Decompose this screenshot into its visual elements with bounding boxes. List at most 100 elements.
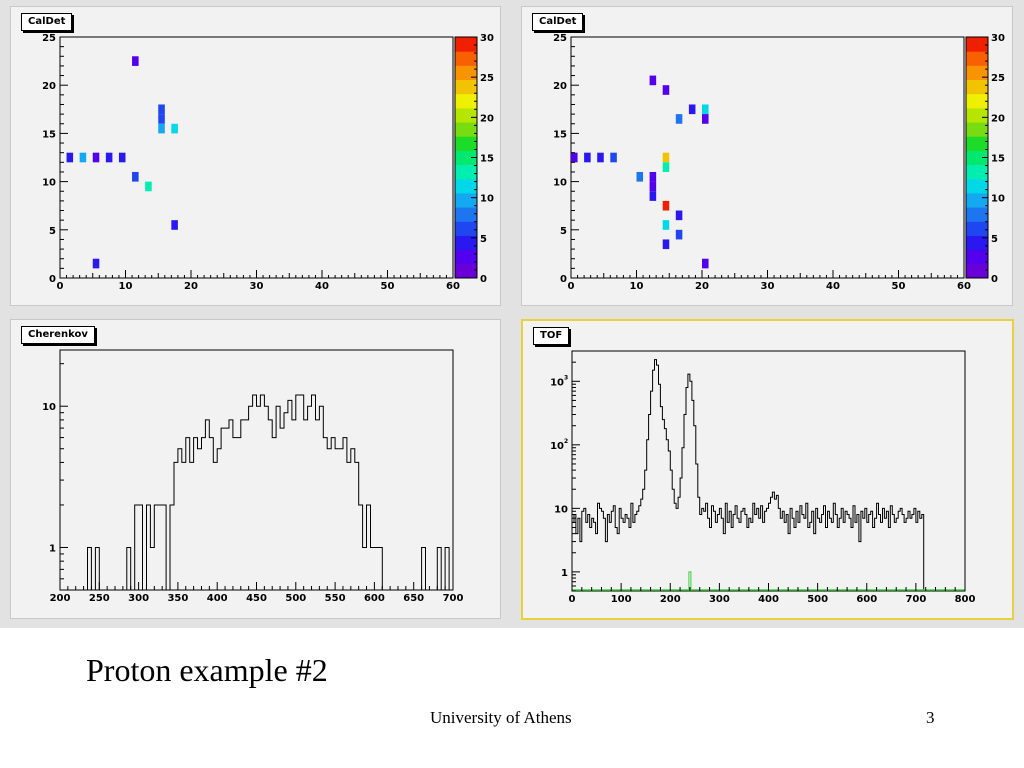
y-tick-label: 10 [42, 402, 56, 413]
y-tick-label: 25 [42, 33, 56, 44]
heatmap-cell [688, 104, 696, 115]
color-scale-segment [966, 51, 988, 66]
x-tick-label: 50 [892, 281, 906, 292]
color-scale-segment [455, 51, 477, 66]
color-scale-label: 25 [480, 73, 494, 84]
color-scale-label: 10 [991, 194, 1005, 205]
heatmap-cell [702, 114, 709, 124]
heatmap-cell [171, 220, 178, 230]
heatmap-cell [92, 152, 100, 163]
pad-title-cherenkov: Cherenkov [21, 326, 95, 344]
y-tick-label: 15 [42, 129, 56, 140]
color-scale-segment [966, 122, 988, 137]
y-tick-label: 10 [550, 441, 564, 452]
caldet-left-plot[interactable]: 0 10 20 30 40 50 60 0 5 10 15 20 25 0 5 10 15 20 25 30 [11, 7, 502, 307]
x-tick-label: 40 [826, 281, 840, 292]
x-tick-label: 650 [403, 593, 424, 604]
heatmap-cell [662, 152, 670, 163]
x-tick-label: 600 [856, 594, 877, 605]
color-scale-segment [455, 107, 477, 123]
heatmap-cell [132, 56, 139, 66]
plot-frame [570, 36, 965, 279]
color-scale-segment [455, 164, 477, 180]
x-tick-label: 300 [128, 593, 149, 604]
page-number: 3 [926, 708, 935, 727]
heatmap-cell [662, 162, 670, 172]
pad-title-caldet-left: CalDet [21, 13, 73, 31]
color-scale-label: 5 [480, 234, 487, 245]
color-scale-segment [966, 136, 988, 151]
color-scale-segment [455, 192, 477, 208]
slide-title: Proton example #2 [86, 652, 328, 688]
caldet-pad-right[interactable]: 0 10 20 30 40 50 60 0 5 10 15 20 25 0 5 10 15 20 25 30 CalD… [521, 6, 1013, 306]
color-scale-segment [966, 79, 988, 95]
color-scale-label: 10 [480, 194, 494, 205]
x-tick-label: 250 [89, 593, 110, 604]
heatmap-cell [662, 200, 670, 211]
tof-pad[interactable]: 0 100 200 300 400 500 600 700 800 1 10 10 2 10 3 TOF [521, 319, 1014, 620]
color-scale-label: 20 [991, 113, 1005, 124]
y-tick-label: 25 [553, 33, 567, 44]
heatmap-cell [675, 114, 683, 124]
x-tick-label: 700 [905, 594, 926, 605]
x-tick-label: 60 [957, 281, 971, 292]
color-scale-segment [455, 235, 477, 251]
caldet-right-plot[interactable]: 0 10 20 30 40 50 60 0 5 10 15 20 25 0 5 10 15 20 25 30 [522, 7, 1014, 307]
y-tick-label: 10 [42, 178, 56, 189]
heatmap-cell [649, 171, 657, 182]
x-tick-label: 500 [285, 593, 306, 604]
x-tick-label: 10 [630, 281, 644, 292]
heatmap-cell [158, 123, 165, 134]
cherenkov-pad[interactable]: 200 250 300 350 400 450 500 550 600 650 700 1 10 Che… [10, 319, 501, 619]
color-scale-segment [966, 263, 988, 279]
color-scale-label: 25 [991, 73, 1005, 84]
heatmap-cell [675, 229, 683, 240]
color-scale-segment [455, 207, 477, 222]
x-tick-label: 700 [443, 593, 464, 604]
x-tick-label: 60 [446, 281, 460, 292]
x-tick-label: 20 [695, 281, 709, 292]
heatmap-cell [158, 104, 165, 115]
tof-green-spike [688, 571, 692, 591]
color-scale-segment [455, 221, 477, 236]
heatmap-cell [132, 171, 139, 182]
color-scale-segment [455, 136, 477, 151]
heatmap-cell [610, 152, 617, 163]
color-scale-segment [966, 164, 988, 180]
color-scale-segment [966, 107, 988, 123]
x-tick-label: 800 [955, 594, 976, 605]
heatmap-cell [118, 152, 126, 163]
y-tick-exponent: 2 [564, 438, 568, 445]
x-tick-label: 200 [50, 593, 71, 604]
color-scale-segment [455, 249, 477, 265]
x-tick-label: 0 [568, 281, 575, 292]
heatmap-cell [92, 258, 100, 269]
color-scale-label: 30 [991, 33, 1005, 44]
color-scale-segment [966, 37, 988, 52]
heatmap-cell [649, 181, 657, 192]
heatmap-cell [649, 75, 657, 86]
color-scale-segment [966, 249, 988, 265]
color-scale-segment [966, 221, 988, 236]
cherenkov-plot[interactable]: 200 250 300 350 400 450 500 550 600 650 700 1 10 [11, 320, 502, 620]
color-scale-segment [455, 37, 477, 52]
y-tick-label: 0 [49, 274, 56, 285]
caldet-pad-left[interactable]: 0 10 20 30 40 50 60 0 5 10 15 20 25 0 5 10 15 20 25 30 CalD… [10, 6, 501, 306]
heatmap-cell [649, 191, 657, 201]
x-tick-label: 550 [325, 593, 346, 604]
y-tick-label: 1 [561, 568, 568, 579]
y-tick-label: 5 [560, 226, 567, 237]
heatmap-cell [636, 171, 644, 182]
y-tick-label: 10 [550, 377, 564, 388]
heatmap-cell [145, 181, 152, 192]
color-scale-segment [455, 263, 477, 279]
y-tick-label: 5 [49, 226, 56, 237]
cherenkov-histogram-line [60, 394, 453, 591]
x-tick-label: 600 [364, 593, 385, 604]
heatmap-cell [66, 152, 74, 163]
heatmap-cell [79, 152, 87, 163]
plot-frame [571, 350, 966, 592]
color-scale-segment [455, 65, 477, 81]
tof-histogram-line [571, 359, 925, 591]
